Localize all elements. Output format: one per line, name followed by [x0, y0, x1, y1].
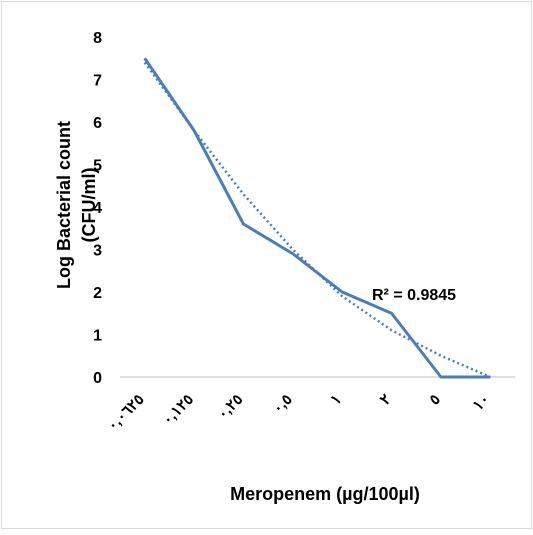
y-tick-label: 0 [93, 370, 102, 387]
y-tick-label: 3 [93, 243, 102, 260]
x-axis-label: Meropenem (µg/100µl) [230, 484, 420, 504]
y-tick-label: 4 [93, 200, 102, 217]
y-axis-label-line: (CFU/ml) [79, 168, 99, 243]
y-axis-label-line: Log Bacterial count [54, 121, 74, 289]
y-tick-label: 1 [93, 328, 102, 345]
annotation: R² = 0.9845 [372, 287, 456, 304]
y-tick-label: 8 [93, 30, 102, 47]
y-tick-label: 7 [93, 73, 102, 90]
y-tick-label: 5 [93, 158, 102, 175]
y-axis-label: Log Bacterial count (CFU/ml) [54, 121, 99, 289]
data-line [143, 57, 491, 379]
y-tick-label: 6 [93, 115, 102, 132]
y-tick-label: 2 [93, 285, 102, 302]
